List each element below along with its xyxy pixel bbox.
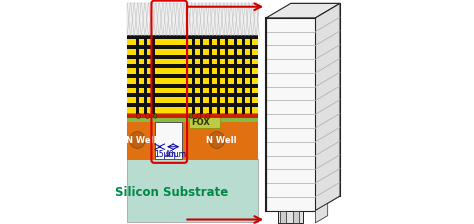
Bar xyxy=(217,36,220,114)
Ellipse shape xyxy=(209,132,225,149)
Bar xyxy=(127,68,258,74)
Bar xyxy=(127,116,258,122)
Ellipse shape xyxy=(190,114,192,118)
Bar xyxy=(189,115,220,128)
Bar xyxy=(152,36,155,114)
Bar xyxy=(249,36,253,114)
Bar xyxy=(127,111,258,160)
Bar xyxy=(155,122,182,159)
Bar xyxy=(127,74,258,78)
Ellipse shape xyxy=(129,132,145,149)
Bar xyxy=(136,36,139,114)
Bar xyxy=(225,36,228,114)
Bar xyxy=(242,36,245,114)
Bar xyxy=(127,59,258,64)
Text: Silicon Substrate: Silicon Substrate xyxy=(115,186,228,199)
Bar xyxy=(127,45,258,49)
Polygon shape xyxy=(291,3,340,196)
Polygon shape xyxy=(315,3,340,211)
Ellipse shape xyxy=(197,114,201,118)
Bar xyxy=(201,36,203,114)
Bar xyxy=(127,3,258,35)
Ellipse shape xyxy=(146,114,149,118)
Bar xyxy=(127,35,258,39)
Ellipse shape xyxy=(206,114,210,118)
Bar xyxy=(127,78,258,84)
Bar xyxy=(293,211,299,223)
Ellipse shape xyxy=(154,114,157,118)
Bar xyxy=(127,39,258,45)
Text: 15μm: 15μm xyxy=(154,150,176,159)
Bar xyxy=(266,18,315,211)
Bar xyxy=(127,93,258,97)
Bar xyxy=(127,103,258,107)
Text: 40μm: 40μm xyxy=(165,150,187,159)
Text: N Well: N Well xyxy=(126,136,157,144)
Bar xyxy=(127,64,258,68)
Bar xyxy=(127,88,258,93)
Bar xyxy=(209,36,212,114)
Bar xyxy=(278,211,303,223)
Bar xyxy=(127,55,258,59)
Text: N Well: N Well xyxy=(206,136,236,144)
Polygon shape xyxy=(266,3,340,18)
Bar xyxy=(192,36,195,114)
Bar xyxy=(280,211,286,223)
Bar xyxy=(127,159,258,222)
Bar xyxy=(127,107,258,113)
Bar xyxy=(127,114,258,118)
Polygon shape xyxy=(315,203,328,223)
Bar xyxy=(127,84,258,88)
Bar xyxy=(127,97,258,103)
Text: FOX: FOX xyxy=(191,118,210,127)
Bar xyxy=(127,49,258,55)
Bar xyxy=(144,36,147,114)
Ellipse shape xyxy=(137,114,140,118)
Bar xyxy=(234,36,237,114)
